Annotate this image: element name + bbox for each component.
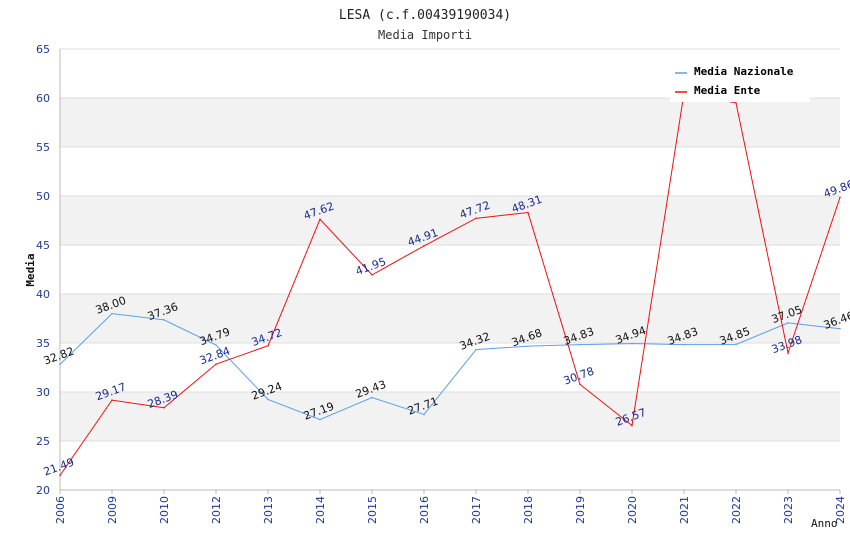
- y-tick-label: 45: [36, 239, 50, 252]
- data-point: [111, 312, 113, 315]
- x-tick-label: 2019: [574, 496, 587, 524]
- data-point: [215, 363, 217, 365]
- x-axis-label: Anno: [811, 517, 838, 530]
- x-tick-label: 2016: [418, 496, 431, 524]
- grid-bands: [60, 98, 840, 441]
- data-point: [423, 245, 425, 247]
- data-point: [163, 319, 165, 321]
- y-tick-label: 50: [36, 190, 50, 203]
- x-tick-label: 2009: [106, 496, 119, 524]
- data-point: [319, 218, 321, 221]
- x-tick-label: 2012: [210, 496, 223, 524]
- data-point: [787, 322, 789, 324]
- x-tick-label: 2006: [54, 496, 67, 524]
- data-point: [163, 406, 165, 409]
- data-label: 30.78: [562, 365, 596, 388]
- data-point: [371, 274, 373, 276]
- data-label: 21.49: [42, 456, 76, 479]
- y-axis-label: Media: [24, 253, 37, 286]
- data-point: [267, 398, 269, 401]
- data-point: [839, 327, 841, 330]
- x-tick-label: 2023: [782, 496, 795, 524]
- data-point: [683, 343, 685, 346]
- data-point: [475, 348, 477, 351]
- x-tick-label: 2022: [730, 496, 743, 524]
- y-tick-label: 20: [36, 484, 50, 497]
- x-tick-label: 2021: [678, 496, 691, 524]
- legend-background: [670, 60, 810, 102]
- data-point: [475, 217, 477, 220]
- series-line-media-nazionale: [59, 313, 841, 421]
- x-tick-label: 2010: [158, 496, 171, 524]
- data-point: [631, 342, 633, 345]
- data-point: [215, 344, 217, 346]
- grid-band: [60, 98, 840, 147]
- x-tick-label: 2020: [626, 496, 639, 524]
- chart-title: LESA (c.f.00439190034): [339, 8, 511, 23]
- x-tick-label: 2013: [262, 496, 275, 524]
- data-point: [371, 396, 373, 399]
- y-tick-label: 65: [36, 43, 50, 56]
- x-tick-label: 2018: [522, 496, 535, 524]
- axes: [59, 49, 841, 494]
- data-point: [111, 399, 113, 401]
- data-point: [735, 102, 737, 104]
- legend-label-media-ente: Media Ente: [694, 84, 761, 97]
- grid-band: [60, 392, 840, 441]
- y-tick-label: 40: [36, 288, 50, 301]
- data-point: [319, 418, 321, 421]
- y-tick-label: 30: [36, 386, 50, 399]
- data-point: [735, 343, 737, 346]
- y-tick-label: 35: [36, 337, 50, 350]
- y-tick-labels: 20 25 30 35 40 45 50 55 60 65: [36, 43, 50, 497]
- data-point: [579, 383, 581, 386]
- x-tick-label: 2015: [366, 496, 379, 524]
- data-point: [59, 474, 61, 477]
- x-tick-label: 2024: [834, 496, 847, 524]
- data-point: [267, 344, 269, 347]
- data-point: [787, 352, 789, 354]
- data-point: [631, 424, 633, 427]
- x-tick-labels: 2006 2009 2010 2012 2013 2014 2015 2016 2017 2018…: [54, 496, 847, 524]
- grid-band: [60, 196, 840, 245]
- data-point: [839, 196, 841, 199]
- x-tick-label: 2017: [470, 496, 483, 524]
- y-tick-label: 60: [36, 92, 50, 105]
- data-point: [527, 345, 529, 347]
- chart-subtitle: Media Importi: [378, 28, 472, 42]
- legend-label-media-nazionale: Media Nazionale: [694, 65, 794, 78]
- data-point: [579, 343, 581, 346]
- data-label: 41.95: [354, 255, 388, 278]
- grid-band: [60, 294, 840, 343]
- data-point: [423, 413, 425, 416]
- data-point: [59, 363, 61, 366]
- legend: Media Nazionale Media Ente: [670, 60, 810, 102]
- y-tick-label: 55: [36, 141, 50, 154]
- data-point: [527, 211, 529, 214]
- grid-lines: [60, 48, 840, 491]
- y-tick-label: 25: [36, 435, 50, 448]
- x-tick-label: 2014: [314, 496, 327, 524]
